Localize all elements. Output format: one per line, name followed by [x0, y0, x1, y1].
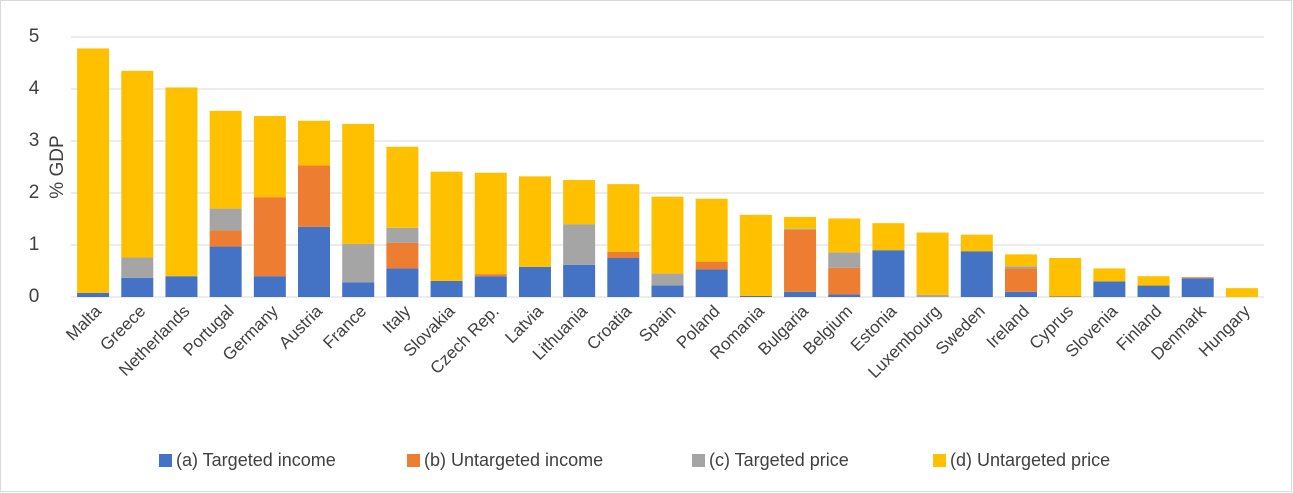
legend-swatch	[159, 454, 172, 467]
bar-segment	[209, 230, 242, 247]
y-tick-label: 5	[29, 26, 40, 47]
bar-segment	[77, 292, 110, 297]
bar-segment	[784, 216, 817, 229]
bar-segment	[342, 243, 375, 283]
y-axis-label: % GDP	[47, 135, 68, 198]
bar-segment	[784, 229, 817, 292]
bar-segment	[1004, 268, 1037, 292]
bar-segment	[651, 196, 684, 274]
bar-segment	[563, 264, 596, 297]
y-tick-label: 3	[29, 130, 40, 151]
bar-segment	[298, 120, 331, 166]
bar-segment	[872, 250, 905, 297]
bar-segment	[828, 218, 861, 253]
bar-segment	[1049, 296, 1082, 297]
y-tick-label: 4	[29, 78, 40, 99]
bar-segment	[1004, 266, 1037, 269]
bar-segment	[651, 285, 684, 297]
bar-segment	[1004, 291, 1037, 297]
legend-swatch	[933, 454, 946, 467]
legend-swatch	[692, 454, 705, 467]
bar-segment	[209, 246, 242, 297]
bar-segment	[607, 184, 640, 252]
bar-segment	[1137, 285, 1170, 297]
bar-segment	[828, 294, 861, 297]
legend-label: (c) Targeted price	[709, 450, 849, 470]
bar-segment	[342, 282, 375, 297]
bar-segment	[916, 232, 949, 295]
bar-segment	[960, 251, 993, 297]
bar-segment	[916, 294, 949, 297]
bar-segment	[739, 295, 772, 297]
bar-segment	[563, 180, 596, 225]
bar-segment	[386, 227, 419, 243]
bar-segment	[784, 228, 817, 230]
bar-segment	[607, 258, 640, 297]
bar-segment	[651, 273, 684, 286]
bar-segment	[209, 110, 242, 209]
bar-segment	[1181, 277, 1214, 279]
y-tick-label: 2	[29, 182, 40, 203]
bar-segment	[784, 291, 817, 297]
y-tick-label: 0	[29, 286, 40, 307]
bar-segment	[1225, 288, 1258, 297]
bar-segment	[474, 274, 507, 277]
bar-segment	[253, 276, 286, 297]
bar-segment	[474, 276, 507, 297]
bar-segment	[77, 48, 110, 293]
bar-segment	[165, 276, 198, 297]
bar-segment	[695, 269, 728, 297]
bar-segment	[121, 70, 154, 258]
bar-segment	[165, 87, 198, 277]
bar-segment	[430, 280, 463, 297]
bar-segment	[298, 226, 331, 297]
bar-segment	[298, 165, 331, 227]
bar-segment	[518, 266, 551, 297]
y-tick-label: 1	[29, 234, 40, 255]
bar-segment	[253, 116, 286, 198]
bar-segment	[828, 252, 861, 268]
bar-segment	[563, 224, 596, 265]
bar-segment	[1093, 281, 1126, 297]
bar-segment	[121, 257, 154, 278]
legend-label: (d) Untargeted price	[950, 450, 1110, 470]
bar-segment	[828, 267, 861, 295]
bar-segment	[872, 223, 905, 251]
legend-swatch	[407, 454, 420, 467]
bar-segment	[1049, 258, 1082, 297]
legend-label: (b) Untargeted income	[424, 450, 603, 470]
bar-segment	[739, 214, 772, 296]
bar-segment	[253, 197, 286, 277]
bar-segment	[430, 171, 463, 281]
bar-segment	[695, 198, 728, 262]
bar-segment	[1004, 254, 1037, 267]
bar-segment	[1181, 278, 1214, 297]
bar-segment	[342, 123, 375, 244]
bar-segment	[607, 251, 640, 258]
legend-label: (a) Targeted income	[176, 450, 336, 470]
bar-segment	[518, 176, 551, 267]
bar-segment	[960, 234, 993, 252]
bar-segment	[1093, 268, 1126, 282]
bar-segment	[386, 146, 419, 228]
bar-segment	[386, 242, 419, 269]
bar-segment	[386, 268, 419, 297]
bar-segment	[121, 277, 154, 297]
bar-segment	[695, 261, 728, 270]
bar-segment	[474, 172, 507, 275]
bar-segment	[209, 208, 242, 231]
bar-segment	[1137, 276, 1170, 286]
